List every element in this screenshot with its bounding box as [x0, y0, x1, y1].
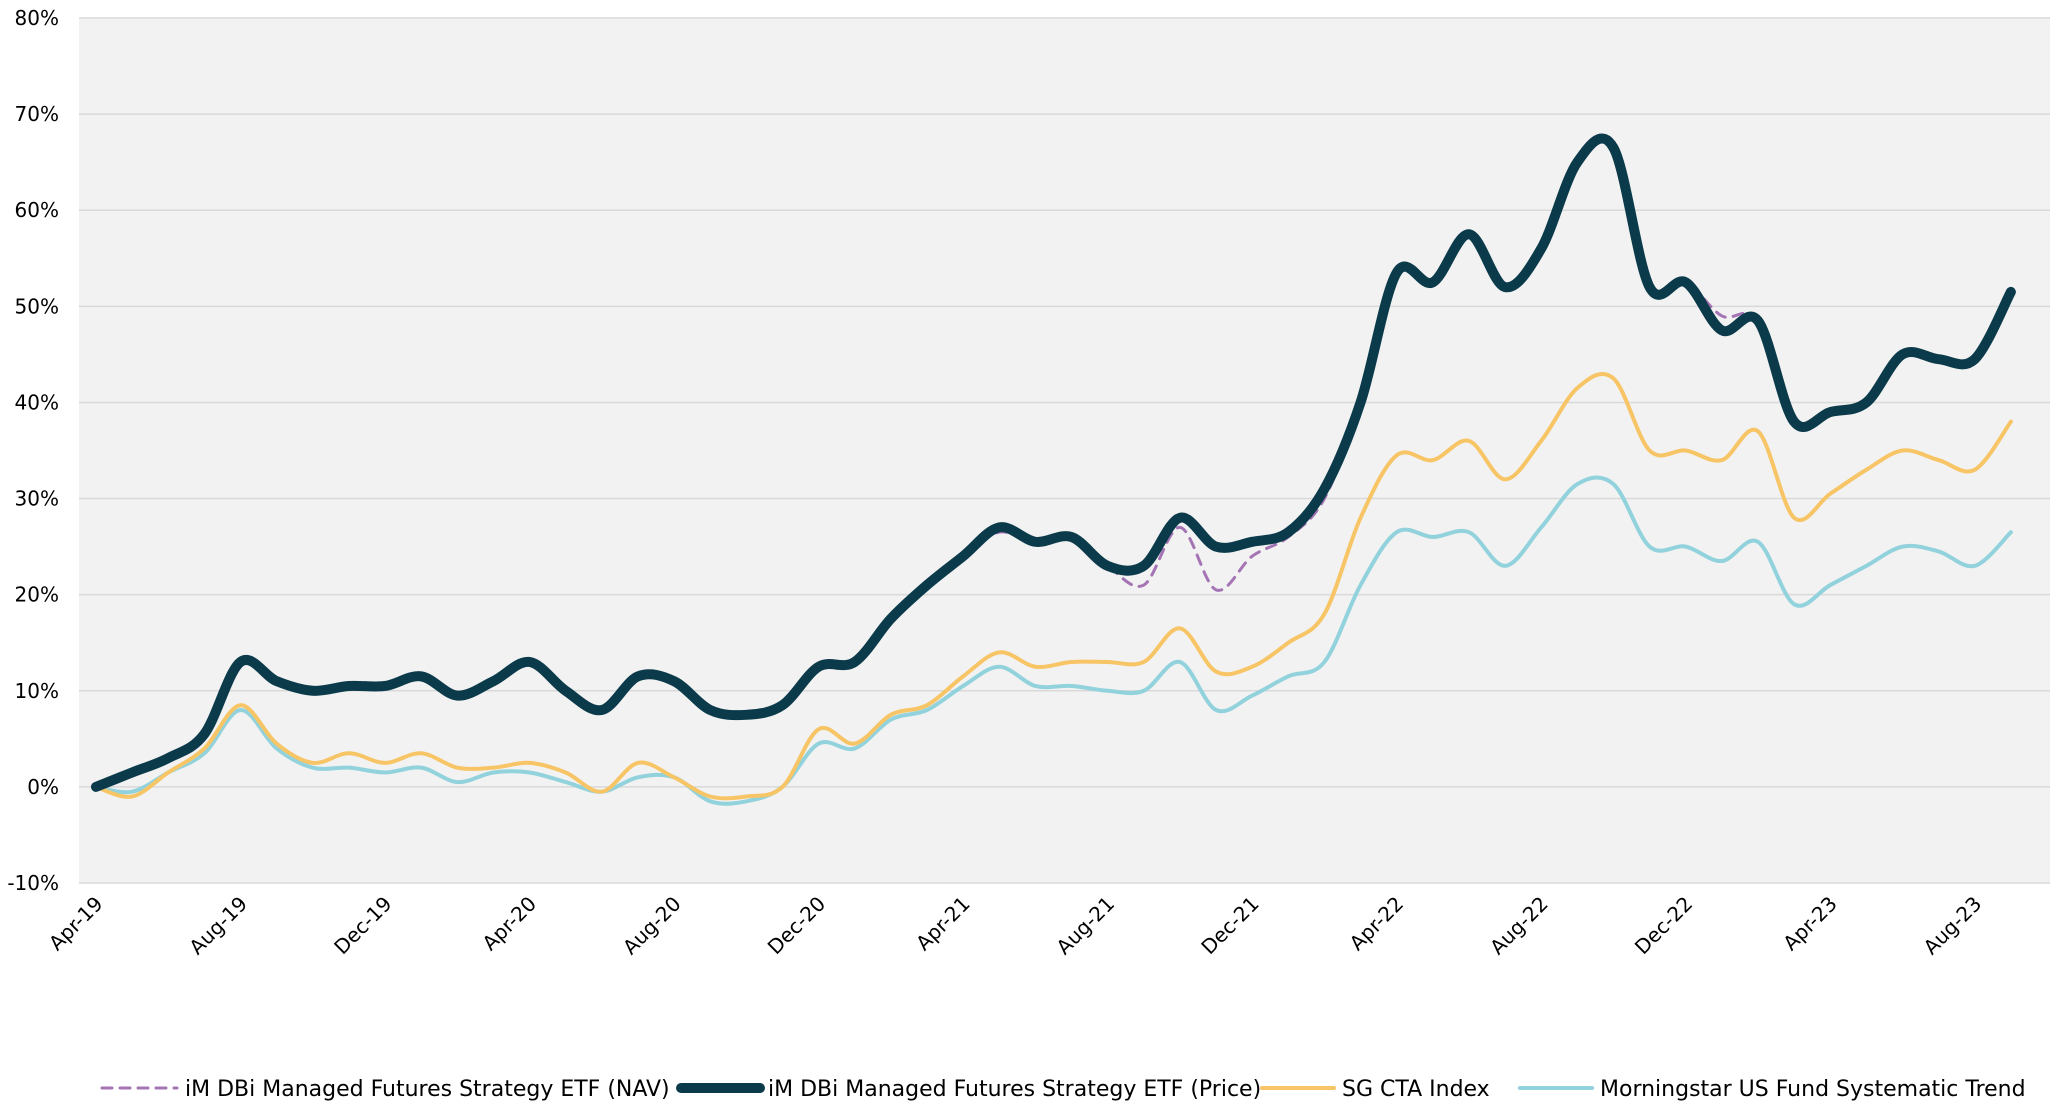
- series-line: [91, 133, 2016, 792]
- x-tick-label: Dec-22: [1630, 892, 1697, 959]
- y-tick-label: 20%: [15, 583, 59, 607]
- x-tick-label: Aug-19: [184, 892, 252, 960]
- series-line: [94, 372, 2013, 801]
- y-tick-label: 50%: [15, 294, 59, 318]
- x-tick-label: Apr-19: [44, 892, 108, 956]
- y-tick-label: -10%: [7, 871, 59, 895]
- x-tick-label: Dec-19: [329, 892, 396, 959]
- x-tick-label: Apr-22: [1345, 892, 1409, 956]
- y-tick-label: 30%: [15, 487, 59, 511]
- y-tick-label: 10%: [15, 679, 59, 703]
- legend-label: Morningstar US Fund Systematic Trend: [1600, 1077, 2026, 1102]
- x-tick-label: Aug-23: [1919, 892, 1987, 960]
- legend-item: iM DBi Managed Futures Strategy ETF (NAV…: [100, 1077, 670, 1102]
- legend-label: iM DBi Managed Futures Strategy ETF (Pri…: [768, 1077, 1261, 1102]
- series-line: [94, 475, 2013, 806]
- legend-item: Morningstar US Fund Systematic Trend: [1518, 1077, 2026, 1102]
- legend-label: iM DBi Managed Futures Strategy ETF (NAV…: [185, 1077, 670, 1102]
- legend-label: SG CTA Index: [1342, 1077, 1490, 1102]
- x-tick-label: Apr-20: [477, 892, 541, 956]
- y-tick-label: 70%: [15, 102, 59, 126]
- x-tick-label: Aug-20: [618, 892, 686, 960]
- legend-item: SG CTA Index: [1260, 1077, 1490, 1102]
- y-tick-label: 0%: [27, 775, 59, 799]
- x-tick-label: Aug-21: [1051, 892, 1119, 960]
- legend-item: iM DBi Managed Futures Strategy ETF (Pri…: [676, 1077, 1261, 1102]
- x-tick-label: Dec-21: [1196, 892, 1263, 959]
- y-tick-label: 80%: [15, 6, 59, 30]
- x-tick-label: Apr-23: [1778, 892, 1842, 956]
- x-tick-label: Dec-20: [763, 892, 830, 959]
- plot-area: [79, 18, 2050, 883]
- x-tick-label: Apr-21: [911, 892, 975, 956]
- x-tick-label: Aug-22: [1485, 892, 1553, 960]
- y-tick-label: 40%: [15, 390, 59, 414]
- y-tick-label: 60%: [15, 198, 59, 222]
